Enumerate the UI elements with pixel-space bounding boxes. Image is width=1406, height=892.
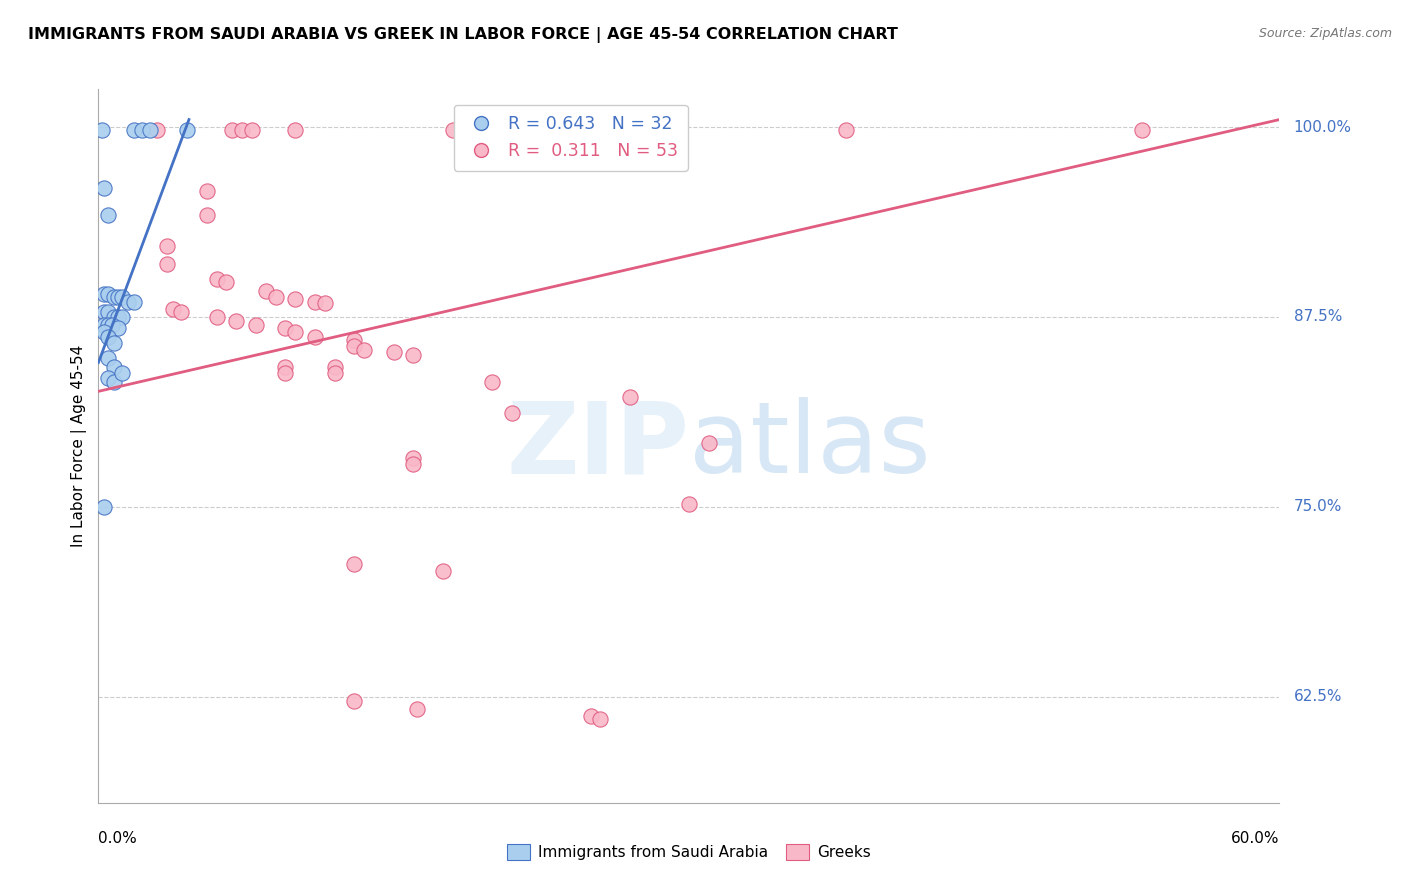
Point bbox=[97, 208, 120, 222]
Point bbox=[323, 359, 346, 374]
Point bbox=[697, 436, 720, 450]
Point bbox=[304, 294, 326, 309]
Point bbox=[314, 296, 336, 310]
Point bbox=[481, 376, 503, 390]
Legend: Immigrants from Saudi Arabia, Greeks: Immigrants from Saudi Arabia, Greeks bbox=[501, 838, 877, 866]
Point bbox=[648, 123, 671, 137]
Point bbox=[225, 314, 247, 328]
Text: 100.0%: 100.0% bbox=[1294, 120, 1351, 135]
Point bbox=[353, 343, 375, 358]
Point bbox=[638, 123, 661, 137]
Point bbox=[205, 310, 228, 324]
Point bbox=[101, 318, 124, 332]
Point bbox=[162, 302, 184, 317]
Text: 0.0%: 0.0% bbox=[98, 831, 138, 847]
Point bbox=[343, 333, 366, 347]
Point bbox=[122, 294, 145, 309]
Point bbox=[402, 348, 425, 362]
Point bbox=[432, 564, 454, 578]
Point bbox=[111, 366, 134, 380]
Point bbox=[264, 290, 287, 304]
Point bbox=[93, 318, 115, 332]
Point bbox=[103, 310, 125, 324]
Point bbox=[97, 370, 120, 384]
Point bbox=[97, 329, 120, 343]
Point bbox=[131, 123, 153, 137]
Point bbox=[107, 290, 129, 304]
Point bbox=[156, 257, 179, 271]
Point bbox=[579, 709, 602, 723]
Point bbox=[156, 238, 179, 252]
Point bbox=[103, 335, 125, 350]
Point bbox=[195, 208, 218, 222]
Point bbox=[619, 391, 641, 405]
Point bbox=[274, 359, 297, 374]
Point bbox=[284, 325, 307, 339]
Point bbox=[441, 123, 464, 137]
Point bbox=[835, 123, 858, 137]
Point bbox=[117, 294, 139, 309]
Text: 60.0%: 60.0% bbox=[1232, 831, 1279, 847]
Point bbox=[678, 497, 700, 511]
Point bbox=[274, 366, 297, 380]
Point bbox=[97, 305, 120, 319]
Point bbox=[231, 123, 253, 137]
Point bbox=[215, 275, 238, 289]
Point bbox=[97, 318, 120, 332]
Point bbox=[97, 351, 120, 365]
Point bbox=[402, 457, 425, 471]
Point bbox=[221, 123, 243, 137]
Point bbox=[107, 310, 129, 324]
Point bbox=[93, 305, 115, 319]
Point bbox=[304, 329, 326, 343]
Point bbox=[402, 451, 425, 466]
Point bbox=[111, 290, 134, 304]
Point bbox=[93, 325, 115, 339]
Text: 87.5%: 87.5% bbox=[1294, 310, 1341, 325]
Text: atlas: atlas bbox=[689, 398, 931, 494]
Point bbox=[103, 290, 125, 304]
Point bbox=[103, 376, 125, 390]
Point bbox=[382, 344, 405, 359]
Y-axis label: In Labor Force | Age 45-54: In Labor Force | Age 45-54 bbox=[72, 345, 87, 547]
Point bbox=[501, 406, 523, 420]
Point bbox=[205, 272, 228, 286]
Text: Source: ZipAtlas.com: Source: ZipAtlas.com bbox=[1258, 27, 1392, 40]
Point bbox=[138, 123, 160, 137]
Point bbox=[589, 712, 612, 726]
Point bbox=[97, 287, 120, 301]
Point bbox=[93, 287, 115, 301]
Point bbox=[146, 123, 169, 137]
Point bbox=[245, 318, 267, 332]
Point bbox=[343, 339, 366, 353]
Point bbox=[240, 123, 263, 137]
Point bbox=[170, 305, 193, 319]
Point bbox=[451, 123, 474, 137]
Point bbox=[93, 500, 115, 514]
Point bbox=[1130, 123, 1153, 137]
Point bbox=[274, 320, 297, 334]
Point bbox=[91, 123, 114, 137]
Point bbox=[323, 366, 346, 380]
Point bbox=[343, 694, 366, 708]
Point bbox=[284, 123, 307, 137]
Point bbox=[284, 292, 307, 306]
Point bbox=[93, 181, 115, 195]
Point bbox=[122, 123, 145, 137]
Point bbox=[254, 284, 277, 298]
Point bbox=[103, 359, 125, 374]
Point bbox=[111, 310, 134, 324]
Point bbox=[343, 558, 366, 572]
Point bbox=[195, 184, 218, 198]
Text: ZIP: ZIP bbox=[506, 398, 689, 494]
Point bbox=[176, 123, 198, 137]
Text: 75.0%: 75.0% bbox=[1294, 500, 1341, 514]
Text: IMMIGRANTS FROM SAUDI ARABIA VS GREEK IN LABOR FORCE | AGE 45-54 CORRELATION CHA: IMMIGRANTS FROM SAUDI ARABIA VS GREEK IN… bbox=[28, 27, 898, 43]
Point bbox=[406, 701, 429, 715]
Text: 62.5%: 62.5% bbox=[1294, 689, 1343, 704]
Point bbox=[107, 320, 129, 334]
